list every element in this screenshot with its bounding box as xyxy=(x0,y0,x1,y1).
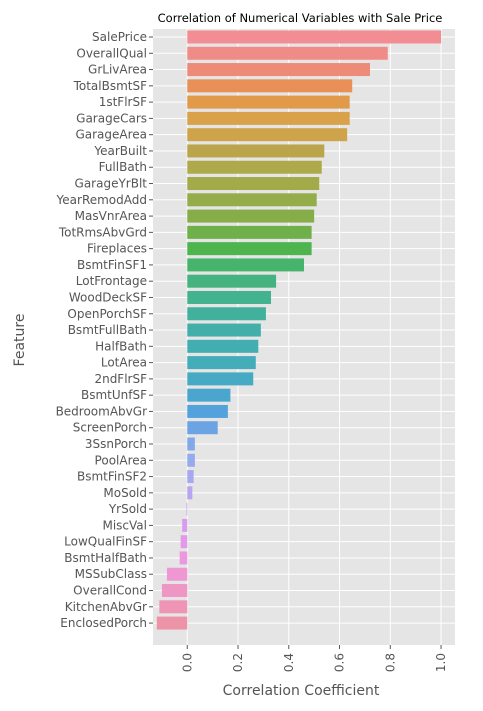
bar xyxy=(187,209,315,223)
bar xyxy=(187,193,317,207)
y-tick-label: YearRemodAdd xyxy=(56,193,147,207)
y-tick-label: PoolArea xyxy=(95,453,147,467)
y-tick-label: TotalBsmtSF xyxy=(73,79,148,93)
bar xyxy=(187,46,388,60)
bar xyxy=(187,307,266,321)
x-tick-label: 0.0 xyxy=(180,653,194,672)
y-tick-label: YearBuilt xyxy=(93,144,147,158)
bar xyxy=(161,584,188,598)
y-axis-label: Feature xyxy=(12,314,28,367)
x-tick-label: 0.4 xyxy=(282,653,296,672)
y-tick-label: OpenPorchSF xyxy=(67,307,147,321)
bar xyxy=(187,128,348,142)
y-tick-label: YrSold xyxy=(108,502,147,516)
y-tick-label: SalePrice xyxy=(92,30,147,44)
y-tick-label: MSSubClass xyxy=(75,567,147,581)
y-tick-label: TotRmsAbvGrd xyxy=(58,225,147,239)
bar xyxy=(187,258,304,272)
bar xyxy=(159,600,188,614)
bar xyxy=(187,290,272,304)
y-tick-label: GarageCars xyxy=(76,111,147,125)
y-tick-label: ScreenPorch xyxy=(73,421,147,435)
bar xyxy=(187,177,320,191)
bar xyxy=(187,470,194,484)
bar xyxy=(187,160,322,174)
bar xyxy=(187,225,312,239)
y-tick-label: OverallCond xyxy=(73,584,147,598)
bar xyxy=(187,453,195,467)
y-tick-label: FullBath xyxy=(99,160,147,174)
bar xyxy=(166,567,188,581)
chart-title: Correlation of Numerical Variables with … xyxy=(158,11,443,25)
bar xyxy=(186,502,188,516)
bar xyxy=(187,437,195,451)
bar xyxy=(187,339,259,353)
y-tick-label: LotFrontage xyxy=(76,274,147,288)
y-tick-label: WoodDeckSF xyxy=(69,290,147,304)
bar xyxy=(187,95,350,109)
y-tick-label: BsmtHalfBath xyxy=(64,551,147,565)
bar xyxy=(180,535,188,549)
y-tick-label: KitchenAbvGr xyxy=(65,600,147,614)
bar xyxy=(187,356,256,370)
bar xyxy=(187,421,218,435)
x-tick-label: 0.6 xyxy=(333,653,347,672)
bar xyxy=(179,551,188,565)
bar xyxy=(187,144,325,158)
x-tick-label: 1.0 xyxy=(434,653,448,672)
y-tick-label: BedroomAbvGr xyxy=(56,404,148,418)
y-tick-label: GarageYrBlt xyxy=(75,177,148,191)
y-tick-label: BsmtFinSF1 xyxy=(77,258,147,272)
y-tick-label: 2ndFlrSF xyxy=(94,372,147,386)
bar xyxy=(187,79,353,93)
x-tick-label: 0.8 xyxy=(383,653,397,672)
y-tick-label: BsmtUnfSF xyxy=(81,388,147,402)
bar xyxy=(156,616,188,630)
y-tick-label: Fireplaces xyxy=(87,242,147,256)
bar xyxy=(187,242,312,256)
x-tick-label: 0.2 xyxy=(231,653,245,672)
y-tick-label: LotArea xyxy=(101,356,147,370)
bar xyxy=(187,372,254,386)
y-tick-label: OverallQual xyxy=(76,46,147,60)
bar xyxy=(187,30,442,44)
y-tick-label: LowQualFinSF xyxy=(64,535,147,549)
y-tick-label: MoSold xyxy=(103,486,147,500)
bar xyxy=(187,404,228,418)
y-tick-label: GarageArea xyxy=(75,128,147,142)
y-tick-label: BsmtFullBath xyxy=(68,323,147,337)
bar xyxy=(187,274,277,288)
bar xyxy=(187,63,370,77)
bar xyxy=(187,323,261,337)
y-tick-label: MasVnrArea xyxy=(75,209,147,223)
bars xyxy=(156,30,442,630)
y-tick-label: MiscVal xyxy=(102,518,147,532)
y-tick-label: 1stFlrSF xyxy=(99,95,147,109)
bar xyxy=(187,486,193,500)
y-tick-label: BsmtFinSF2 xyxy=(77,470,147,484)
y-tick-label: HalfBath xyxy=(95,339,147,353)
bar xyxy=(182,518,188,532)
y-tick-label: GrLivArea xyxy=(88,63,147,77)
x-axis-label: Correlation Coefficient xyxy=(223,683,380,699)
bar xyxy=(187,111,350,125)
y-tick-label: EnclosedPorch xyxy=(60,616,147,630)
x-tick-labels: 0.0 0.2 0.4 0.6 0.8 1.0 xyxy=(180,645,448,672)
bar xyxy=(187,388,231,402)
y-tick-labels: SalePrice OverallQual GrLivArea TotalBsmtSF… xyxy=(56,30,153,630)
y-tick-label: 3SsnPorch xyxy=(85,437,147,451)
